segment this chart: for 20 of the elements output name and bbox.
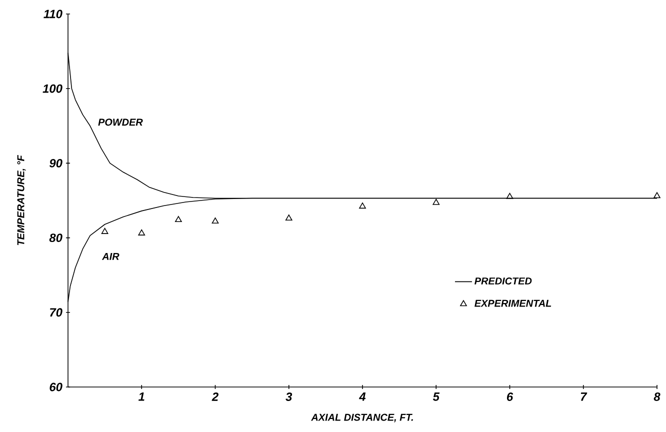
legend-label: EXPERIMENTAL xyxy=(474,300,552,307)
x-tick-label: 4 xyxy=(358,392,366,401)
x-tick-label: 1 xyxy=(138,392,144,401)
y-tick-label: 60 xyxy=(50,382,62,392)
x-tick-label: 6 xyxy=(506,392,514,401)
x-axis-title: AXIAL DISTANCE, FT. xyxy=(311,414,413,422)
y-tick-label: 100 xyxy=(42,84,62,93)
annotation: AIR xyxy=(102,253,120,260)
y-tick-label: 70 xyxy=(50,308,62,317)
x-tick-label: 8 xyxy=(654,392,660,401)
x-tick-label: 5 xyxy=(432,392,440,401)
annotation: POWDER xyxy=(98,118,143,126)
x-tick-label: 7 xyxy=(580,392,588,401)
y-tick-label: 110 xyxy=(44,10,62,18)
x-tick-label: 3 xyxy=(286,392,292,401)
legend-label: PREDICTED xyxy=(474,277,532,285)
y-tick-label: 90 xyxy=(49,158,62,168)
y-axis-title: TEMPERATURE, °F xyxy=(17,154,26,246)
x-tick-label: 2 xyxy=(212,392,218,401)
y-tick-label: 80 xyxy=(49,234,62,242)
